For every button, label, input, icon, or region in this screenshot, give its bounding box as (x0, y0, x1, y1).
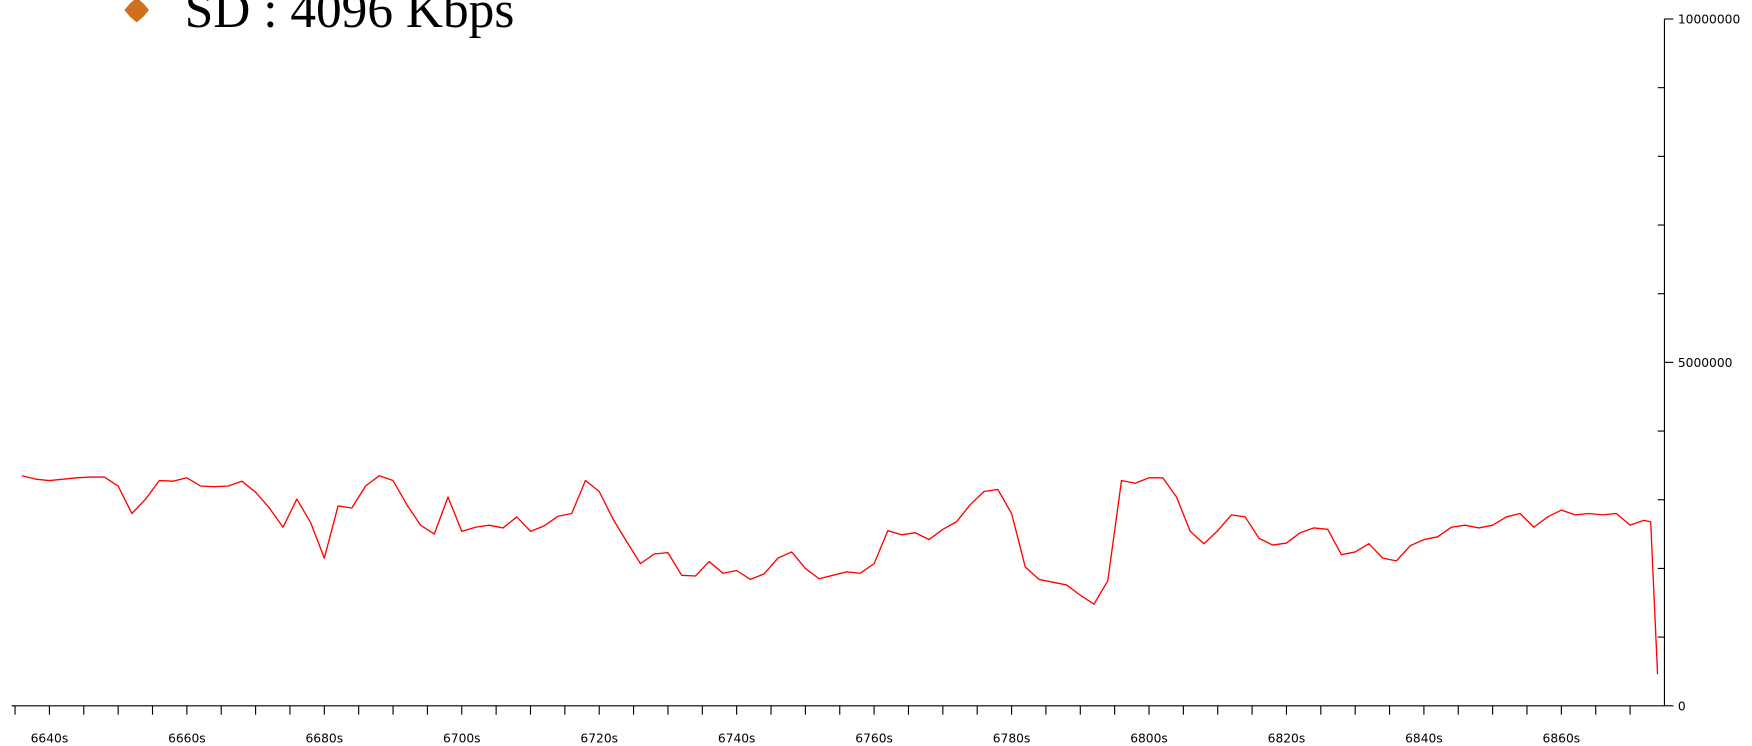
data-line (21, 475, 1659, 675)
x-tick-label: 6720s (580, 732, 618, 746)
x-tick-label: 6640s (31, 732, 69, 746)
x-tick-label: 6700s (443, 732, 481, 746)
x-tick-label: 6680s (306, 732, 344, 746)
x-tick-label: 6740s (718, 732, 756, 746)
chart-title: SD : 4096 Kbps (185, 0, 515, 39)
x-tick-label: 6760s (855, 732, 893, 746)
x-tick-label: 6820s (1268, 732, 1306, 746)
x-tick-label: 6840s (1405, 732, 1443, 746)
y-tick-label: 0 (1678, 699, 1686, 713)
x-tick-label: 6780s (993, 732, 1031, 746)
title-bullet (124, 0, 149, 23)
y-tick-label: 10000000 (1678, 12, 1740, 26)
x-tick-label: 6660s (168, 732, 206, 746)
y-tick-label: 5000000 (1678, 356, 1733, 370)
x-tick-label: 6860s (1543, 732, 1581, 746)
x-tick-label: 6800s (1130, 732, 1168, 746)
